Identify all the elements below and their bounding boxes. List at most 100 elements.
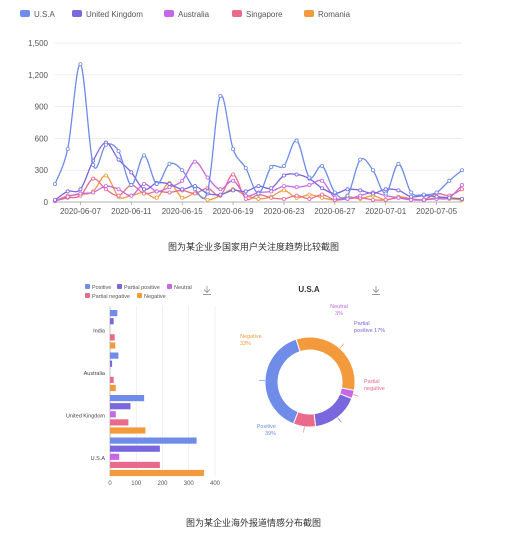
data-point-singapore bbox=[192, 191, 197, 196]
legend-label-partial-negative: Partial negative bbox=[92, 294, 130, 300]
data-point-u-s-a bbox=[370, 168, 375, 173]
download-icon bbox=[203, 286, 211, 295]
data-point-u-s-a bbox=[320, 163, 325, 168]
x-tick-label: 200 bbox=[157, 481, 168, 487]
data-point-australia bbox=[243, 193, 248, 198]
data-point-u-s-a bbox=[396, 161, 401, 166]
data-point-australia bbox=[320, 178, 325, 183]
donut-label-negative: Negative 33% bbox=[240, 334, 262, 347]
data-point-singapore bbox=[243, 196, 248, 201]
donut-slice-partial-positive bbox=[313, 393, 353, 428]
data-point-singapore bbox=[142, 191, 147, 196]
y-tick-label: 0 bbox=[44, 198, 49, 207]
data-point-singapore bbox=[370, 197, 375, 202]
data-point-u-s-a bbox=[78, 62, 83, 67]
data-point-romania bbox=[205, 197, 210, 202]
y-tick-label: 1,500 bbox=[28, 39, 49, 48]
data-point-u-s-a bbox=[231, 146, 236, 151]
data-point-australia bbox=[269, 189, 274, 194]
data-point-australia bbox=[358, 193, 363, 198]
data-point-u-s-a bbox=[116, 149, 121, 154]
y-tick-label: 900 bbox=[35, 103, 49, 112]
data-point-singapore bbox=[459, 187, 464, 192]
sentiment-bar-chart: Positive Partial positive Neutral Partial n… bbox=[66, 284, 221, 487]
data-point-australia bbox=[142, 181, 147, 186]
data-point-united-kingdom bbox=[281, 173, 286, 178]
data-point-australia bbox=[103, 184, 108, 189]
data-point-u-s-a bbox=[383, 191, 388, 196]
legend-swatch-partial-negative bbox=[85, 293, 90, 298]
legend-label-romania: Romania bbox=[318, 10, 351, 19]
data-point-australia bbox=[167, 185, 172, 190]
data-point-united-kingdom bbox=[142, 187, 147, 192]
legend-label-neutral: Neutral bbox=[174, 285, 192, 291]
bar-partial-negative-u-s-a bbox=[110, 461, 160, 468]
x-tick-label: 2020-06-07 bbox=[60, 207, 101, 216]
data-point-australia bbox=[154, 189, 159, 194]
data-point-u-s-a bbox=[294, 138, 299, 143]
data-point-australia bbox=[116, 187, 121, 192]
data-point-singapore bbox=[103, 187, 108, 192]
donut-slice-negative bbox=[295, 336, 356, 392]
data-point-singapore bbox=[116, 193, 121, 198]
data-point-australia bbox=[205, 175, 210, 180]
category-label-australia: Australia bbox=[84, 371, 106, 377]
bar-partial-negative-united-kingdom bbox=[110, 419, 129, 426]
legend-swatch-singapore bbox=[232, 10, 242, 17]
data-point-united-kingdom bbox=[116, 157, 121, 162]
data-point-u-s-a bbox=[447, 178, 452, 183]
data-point-u-s-a bbox=[129, 183, 134, 188]
data-point-u-s-a bbox=[434, 190, 439, 195]
data-point-australia bbox=[180, 178, 185, 183]
donut-label-line-partial-positive bbox=[337, 417, 342, 423]
data-point-united-kingdom bbox=[294, 172, 299, 177]
data-point-u-s-a bbox=[65, 146, 70, 151]
data-point-romania bbox=[307, 192, 312, 197]
data-point-united-kingdom bbox=[167, 181, 172, 186]
data-point-u-s-a bbox=[256, 191, 261, 196]
donut-slice-positive bbox=[264, 338, 301, 425]
legend-label-singapore: Singapore bbox=[246, 10, 283, 19]
data-point-u-s-a bbox=[281, 163, 286, 168]
data-point-united-kingdom bbox=[320, 186, 325, 191]
data-point-u-s-a bbox=[459, 168, 464, 173]
y-tick-label: 600 bbox=[35, 134, 49, 143]
data-point-singapore bbox=[320, 192, 325, 197]
bar-negative-india bbox=[110, 342, 116, 349]
data-point-singapore bbox=[307, 196, 312, 201]
data-point-romania bbox=[281, 188, 286, 193]
data-point-singapore bbox=[91, 176, 96, 181]
data-point-u-s-a bbox=[192, 187, 197, 192]
data-point-u-s-a bbox=[205, 189, 210, 194]
data-point-singapore bbox=[383, 197, 388, 202]
legend-swatch-united-kingdom bbox=[72, 10, 82, 17]
data-point-united-kingdom bbox=[231, 188, 236, 193]
category-label-u-s-a: U.S.A bbox=[91, 456, 106, 462]
x-tick-label: 2020-06-19 bbox=[213, 207, 254, 216]
data-point-u-s-a bbox=[307, 175, 312, 180]
donut-slice-partial-negative bbox=[292, 411, 317, 428]
caption-trend-chart: 图为某企业多国家用户关注度趋势比较截图 bbox=[167, 243, 339, 253]
bar-negative-australia bbox=[110, 384, 116, 392]
data-point-australia bbox=[192, 159, 197, 164]
data-point-united-kingdom bbox=[396, 188, 401, 193]
legend-swatch-u-s-a bbox=[20, 10, 30, 17]
data-point-australia bbox=[307, 183, 312, 188]
data-point-singapore bbox=[281, 196, 286, 201]
trend-line-chart: U.S.A United Kingdom Australia Singapore Rom… bbox=[20, 10, 464, 216]
x-tick-label: 2020-06-23 bbox=[263, 207, 304, 216]
data-point-singapore bbox=[269, 195, 274, 200]
data-point-united-kingdom bbox=[129, 170, 134, 175]
donut-label-line-partial-negative bbox=[303, 426, 305, 433]
legend-label-negative: Negative bbox=[144, 294, 166, 300]
data-point-australia bbox=[294, 185, 299, 190]
bar-partial-positive-india bbox=[110, 318, 114, 325]
legend-label-australia: Australia bbox=[178, 10, 210, 19]
caption-sentiment-chart: 图为某企业海外报道情感分布截图 bbox=[185, 519, 321, 529]
data-point-u-s-a bbox=[218, 94, 223, 99]
data-point-australia bbox=[345, 196, 350, 201]
data-point-romania bbox=[103, 173, 108, 178]
data-point-united-kingdom bbox=[180, 187, 185, 192]
data-point-u-s-a bbox=[269, 165, 274, 170]
bar-neutral-u-s-a bbox=[110, 453, 120, 460]
